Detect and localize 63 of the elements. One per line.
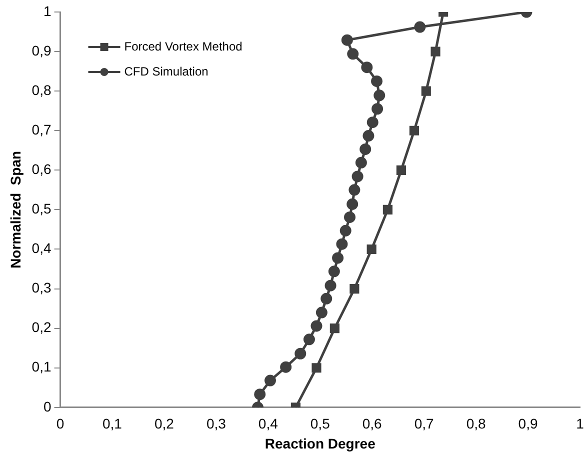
legend-label: CFD Simulation [124,64,208,78]
y-tick-label: 0,6 [32,161,52,178]
point [350,284,360,294]
point [336,238,348,250]
point [310,320,322,332]
point [366,244,376,254]
y-tick-label: 0,7 [32,121,52,138]
point [324,280,336,292]
point [294,348,306,360]
point [254,388,266,400]
point [316,306,328,318]
point [320,292,332,304]
x-tick-label: 0,6 [362,416,382,432]
point [362,130,374,142]
y-tick-label: 0,2 [32,319,52,336]
point [355,156,367,168]
y-tick-label: 0,5 [32,200,52,217]
point [348,184,360,196]
point [352,170,364,182]
y-axis-title: Normalized Span [7,150,24,268]
x-tick-label: 0,7 [414,416,434,432]
point [340,224,352,236]
point [382,204,392,214]
point [303,334,315,346]
point [330,324,340,334]
point [396,165,406,175]
point [361,62,373,74]
point [280,361,292,373]
x-tick-label: 0,2 [154,416,174,432]
point [328,266,340,278]
point [344,211,356,223]
point [421,86,431,96]
point [346,198,358,210]
x-tick-label: 1 [576,416,584,432]
x-tick-label: 0,4 [258,416,278,432]
point [341,34,353,46]
point [371,75,383,87]
x-tick-label: 0,3 [206,416,226,432]
point [409,126,419,136]
point [372,103,384,115]
point [332,252,344,264]
point [312,363,322,373]
point [366,116,378,128]
y-tick-label: 0,3 [32,280,52,296]
point [374,90,386,102]
y-tick-label: 0 [43,398,52,414]
x-axis-title: Reaction Degree [264,435,376,452]
y-tick-label: 0,9 [32,42,52,58]
point [347,48,359,60]
y-tick-label: 0,1 [32,358,52,375]
x-tick-label: 0,1 [102,416,122,432]
y-tick-label: 1 [43,2,52,19]
x-tick-label: 0,9 [518,416,538,432]
point [414,21,426,33]
point [430,46,440,56]
x-tick-label: 0 [56,416,64,432]
legend-label: Forced Vortex Method [124,39,242,54]
point [360,143,372,155]
y-tick-label: 0,4 [32,240,52,256]
x-tick-label: 0,8 [466,416,486,432]
x-tick-label: 0,5 [310,416,330,432]
y-tick-label: 0,8 [32,82,52,98]
point [264,374,276,386]
